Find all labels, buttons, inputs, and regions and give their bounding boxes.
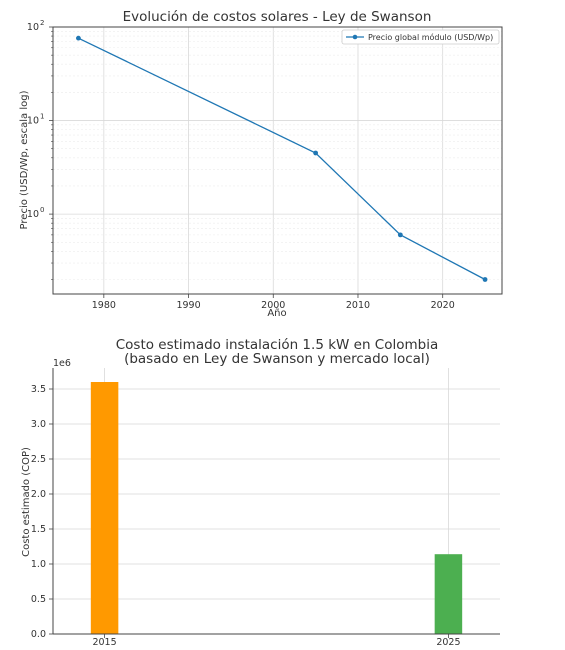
x-tick-label: 2025 [436,637,460,646]
price-chart-plot-frame [52,26,503,295]
cost-chart-x-ticks: 2015 2025 [92,634,461,648]
price-chart-series [76,35,488,282]
x-tick-label: 1990 [176,300,200,311]
y-tick-label: 10 [27,22,39,33]
price-chart-legend: Precio global módulo (USD/Wp) [341,29,500,45]
legend-box [341,29,500,45]
cost-chart-y-ticks: 0.0 0.5 1.0 1.5 2.0 2.5 3.0 3.5 [31,384,53,640]
y-tick-label: 0.5 [31,594,46,605]
y-tick-label: 2.0 [31,489,46,500]
legend-entry-label: Precio global módulo (USD/Wp) [368,32,493,42]
price-chart: Evolución de costos solares - Ley de Swa… [19,9,503,319]
y-tick-label: 3.0 [31,419,46,430]
y-tick-label: 1.5 [31,524,46,535]
y-tick-label: 3.5 [31,384,46,395]
price-chart-x-ticks: 1980 1990 2000 2010 2020 [92,294,455,311]
bar-2025 [434,554,463,634]
data-point [76,35,81,41]
x-tick-label: 1980 [92,300,116,311]
price-chart-x-axis-label: Año [267,308,286,319]
series-line [78,37,486,281]
x-tick-label: 2010 [346,300,370,311]
data-point [482,277,488,282]
price-chart-y-axis-label: Precio (USD/Wp, escala log) [19,90,30,229]
y-tick-label: 10 [27,116,39,127]
x-tick-label: 2000 [261,300,285,311]
cost-chart-title-line-1: Costo estimado instalación 1.5 kW en Col… [116,337,439,353]
y-tick-exponent: 1 [40,113,44,121]
cost-chart-y-axis-label: Costo estimado (COP) [21,447,32,557]
x-tick-label: 2020 [431,300,455,311]
price-chart-title: Evolución de costos solares - Ley de Swa… [123,9,432,25]
y-tick-label: 1.0 [31,559,46,570]
cost-chart-grid [53,368,500,634]
cost-chart-bars [90,382,463,634]
legend-marker-icon [352,34,358,40]
y-tick-exponent: 0 [40,206,44,214]
price-chart-grid [53,26,502,294]
y-tick-exponent: 2 [40,19,44,27]
y-tick-label: 2.5 [31,454,46,465]
cost-chart-title-line-2: (basado en Ley de Swanson y mercado loca… [124,351,430,367]
cost-chart: Costo estimado instalación 1.5 kW en Col… [21,337,500,648]
data-point [313,150,319,156]
y-tick-label: 10 [27,209,39,220]
data-point [397,232,403,238]
bar-2015 [90,382,119,634]
x-tick-label: 2015 [92,637,116,646]
y-tick-label: 0.0 [31,629,46,640]
cost-chart-offset-label: 1e6 [53,358,71,369]
